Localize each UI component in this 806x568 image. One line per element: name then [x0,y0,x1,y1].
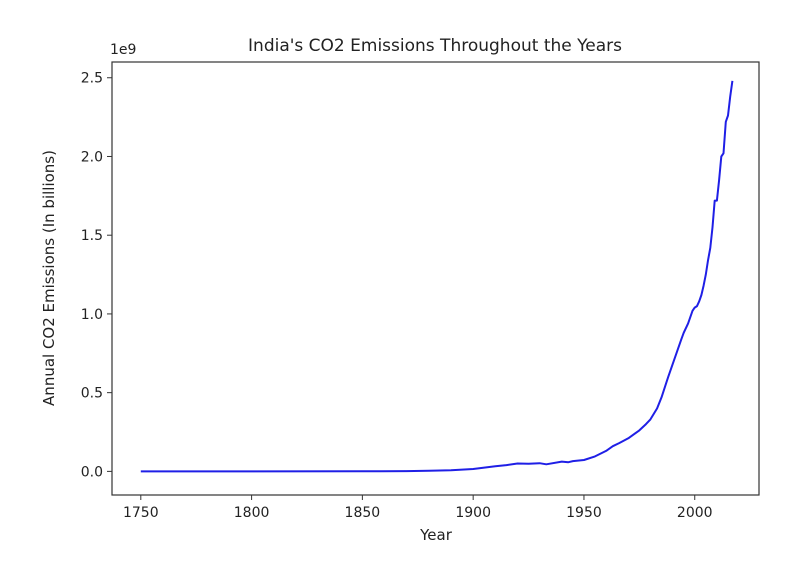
chart-title: India's CO2 Emissions Throughout the Yea… [248,36,622,56]
series-line [140,80,734,473]
x-tick-label: 1950 [566,505,602,521]
x-tick-label: 2000 [677,505,713,521]
y-tick-label: 2.0 [81,149,103,165]
y-tick-label: 1.5 [81,228,103,244]
x-tick-label: 1800 [234,505,270,521]
y-axis-label: Annual CO2 Emissions (In billions) [40,150,58,406]
x-tick-label: 1900 [455,505,491,521]
y-tick-label: 0.0 [81,464,103,480]
axes-frame [111,61,760,496]
x-axis-label: Year [419,526,453,544]
y-tick-label: 0.5 [81,386,103,402]
x-tick-label: 1750 [123,505,159,521]
x-tick-label: 1850 [345,505,381,521]
y-offset-label: 1e9 [110,42,136,58]
y-tick-label: 2.5 [81,71,103,87]
y-tick-label: 1.0 [81,307,103,323]
